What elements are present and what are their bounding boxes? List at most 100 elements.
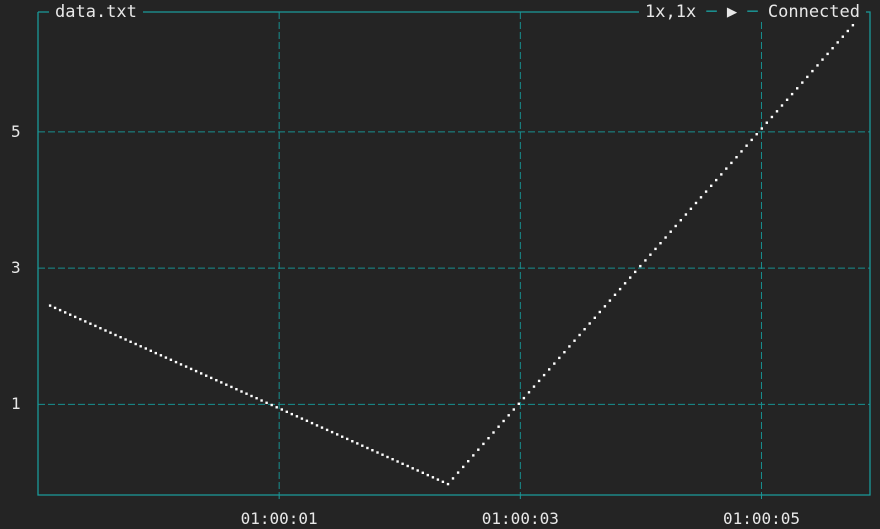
data-point xyxy=(315,424,319,427)
data-point xyxy=(598,310,601,314)
data-point xyxy=(320,426,324,429)
x-tick-label: 01:00:01 xyxy=(240,509,318,528)
frame-border xyxy=(37,11,871,496)
data-point xyxy=(841,35,844,38)
data-point xyxy=(451,477,455,480)
zoom-label[interactable]: 1x,1x xyxy=(645,2,697,22)
data-point xyxy=(472,454,475,457)
data-point xyxy=(104,329,107,332)
data-point xyxy=(139,345,142,348)
data-point xyxy=(396,460,399,463)
data-point xyxy=(796,87,799,90)
data-point xyxy=(826,52,829,56)
data-point xyxy=(275,406,278,409)
data-point xyxy=(568,345,571,348)
data-point xyxy=(537,379,541,383)
data-point xyxy=(548,368,551,371)
data-point xyxy=(654,247,657,251)
data-point xyxy=(542,373,546,377)
data-point xyxy=(194,369,198,373)
data-point xyxy=(725,167,728,170)
data-point xyxy=(134,342,137,346)
data-point xyxy=(220,381,223,384)
data-point xyxy=(381,453,384,456)
data-point xyxy=(200,372,203,375)
data-point xyxy=(174,360,178,364)
data-point xyxy=(704,190,708,193)
data-point xyxy=(245,392,248,395)
data-point xyxy=(351,440,354,443)
y-tick-label: 5 xyxy=(11,121,21,141)
data-point xyxy=(790,92,794,96)
data-point xyxy=(310,421,314,425)
data-point xyxy=(664,236,667,239)
data-point xyxy=(745,144,748,147)
data-point xyxy=(235,388,238,391)
data-point xyxy=(164,356,168,359)
data-point xyxy=(689,207,693,210)
data-point xyxy=(608,299,612,302)
data-point xyxy=(558,356,561,360)
data-point xyxy=(416,469,419,472)
data-point xyxy=(124,338,127,341)
data-point xyxy=(144,347,147,350)
data-point xyxy=(341,435,344,438)
data-point xyxy=(750,138,753,142)
data-point xyxy=(699,196,703,199)
x-tick-label: 01:00:03 xyxy=(481,509,559,528)
data-point xyxy=(816,64,819,67)
data-point xyxy=(639,264,642,268)
data-point xyxy=(512,408,515,411)
data-point xyxy=(240,390,243,393)
data-point xyxy=(215,379,218,382)
data-point xyxy=(411,467,414,470)
data-point xyxy=(720,173,723,176)
data-point xyxy=(356,442,359,445)
data-point xyxy=(831,47,834,50)
data-point xyxy=(679,219,682,222)
data-point xyxy=(801,81,804,84)
data-point xyxy=(336,433,339,436)
data-point xyxy=(79,318,82,321)
data-point xyxy=(114,333,117,337)
data-point xyxy=(659,242,662,245)
data-point xyxy=(694,201,698,205)
play-icon[interactable]: ▶ xyxy=(726,2,738,22)
data-point xyxy=(532,385,536,388)
data-point xyxy=(129,340,132,343)
data-point xyxy=(371,449,374,452)
data-point xyxy=(325,428,329,432)
data-point xyxy=(684,213,688,216)
data-point xyxy=(421,471,424,474)
data-point xyxy=(613,293,617,296)
data-point xyxy=(330,430,334,434)
data-point xyxy=(265,401,268,404)
data-point xyxy=(487,437,490,440)
data-point xyxy=(280,408,283,411)
data-point xyxy=(58,308,62,312)
data-point xyxy=(477,448,480,451)
data-point xyxy=(578,333,581,337)
data-point xyxy=(482,442,485,446)
data-point xyxy=(467,460,470,463)
data-point xyxy=(593,316,596,319)
data-point xyxy=(255,397,258,400)
data-point xyxy=(74,315,77,319)
data-point xyxy=(149,349,152,352)
data-point xyxy=(184,365,188,368)
data-point xyxy=(462,465,465,469)
data-point xyxy=(305,419,309,422)
data-point xyxy=(522,396,526,400)
data-point xyxy=(295,415,299,418)
data-point xyxy=(179,363,183,366)
y-tick-label: 1 xyxy=(11,394,21,414)
data-point xyxy=(497,425,500,428)
data-point xyxy=(603,305,607,308)
data-point xyxy=(730,161,733,165)
data-point xyxy=(406,464,409,468)
data-point xyxy=(674,224,677,228)
x-tick-label: 01:00:05 xyxy=(722,509,800,528)
plot-frame xyxy=(37,11,871,496)
data-point xyxy=(517,402,520,405)
data-point xyxy=(270,403,273,407)
